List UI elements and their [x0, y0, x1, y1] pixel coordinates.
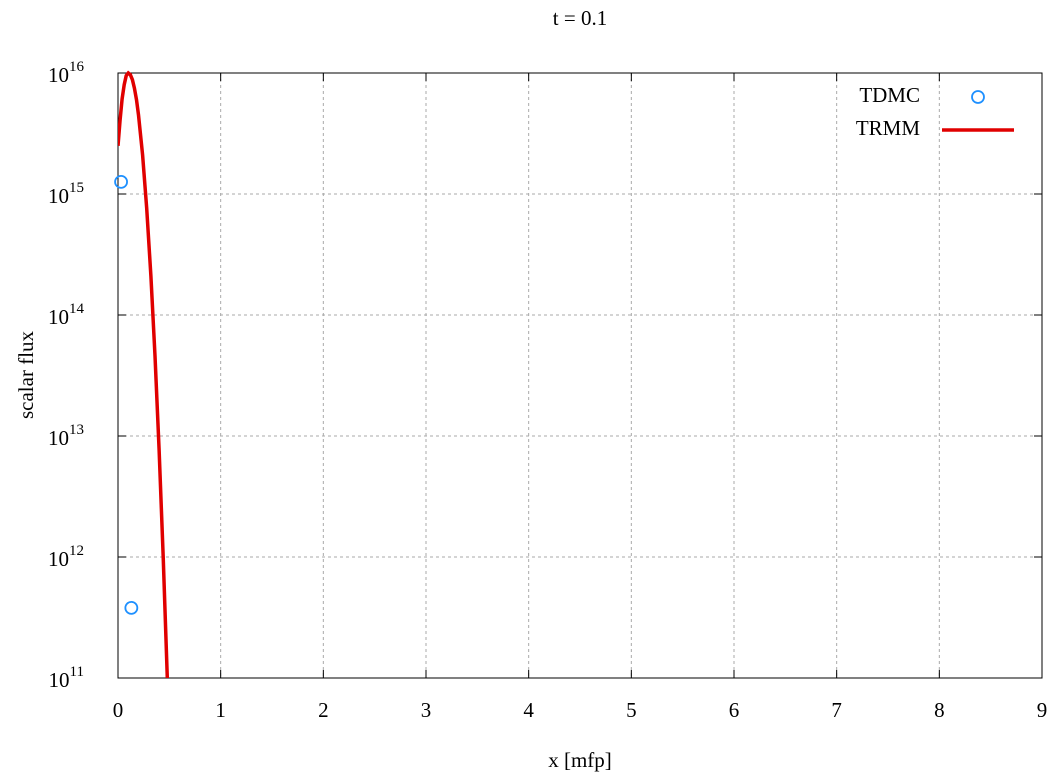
data-line — [118, 70, 170, 678]
y-tick-base: 10 — [48, 547, 69, 571]
legend-label: TRMM — [856, 116, 921, 140]
x-tick-label: 2 — [318, 698, 329, 722]
y-tick-base: 10 — [49, 668, 70, 692]
y-tick-exponent: 13 — [69, 422, 84, 438]
y-axis-label: scalar flux — [14, 330, 38, 419]
y-tick-exponent: 12 — [69, 543, 84, 559]
legend-symbol — [971, 90, 985, 104]
x-axis-label: x [mfp] — [548, 748, 612, 772]
chart-title: t = 0.1 — [553, 6, 607, 30]
x-tick-label: 7 — [831, 698, 842, 722]
y-tick-base: 10 — [48, 184, 69, 208]
y-tick-label: 1015 — [48, 180, 84, 207]
x-tick-label: 5 — [626, 698, 637, 722]
y-tick-base: 10 — [48, 63, 69, 87]
y-tick-exponent: 11 — [70, 664, 84, 680]
y-tick-base: 10 — [48, 305, 69, 329]
data-point — [114, 174, 128, 189]
legend-label: TDMC — [859, 83, 920, 107]
x-tick-label: 1 — [215, 698, 226, 722]
y-tick-base: 10 — [48, 426, 69, 450]
y-tick-label: 1014 — [48, 301, 85, 328]
y-tick-label: 1016 — [48, 59, 85, 86]
y-tick-exponent: 14 — [69, 301, 85, 317]
y-tick-label: 1011 — [49, 664, 84, 691]
x-tick-label: 9 — [1037, 698, 1048, 722]
x-tick-label: 0 — [113, 698, 124, 722]
y-tick-exponent: 16 — [69, 59, 85, 75]
x-tick-label: 3 — [421, 698, 432, 722]
y-tick-exponent: 15 — [69, 180, 84, 196]
x-tick-label: 4 — [523, 698, 534, 722]
x-tick-label: 8 — [934, 698, 945, 722]
x-tick-label: 6 — [729, 698, 740, 722]
plot-border — [117, 72, 1043, 679]
data-point — [124, 600, 139, 615]
y-tick-label: 1012 — [48, 543, 84, 570]
y-tick-label: 1013 — [48, 422, 84, 449]
